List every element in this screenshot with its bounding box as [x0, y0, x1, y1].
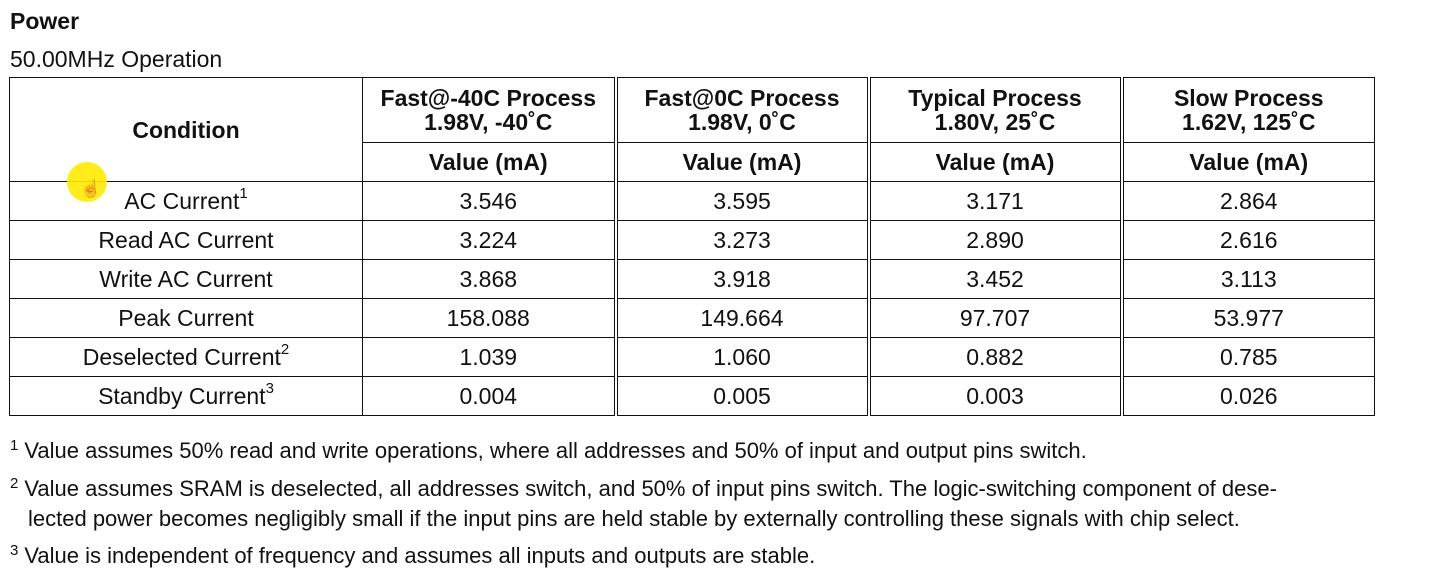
column-header: Typical Process 1.80V, 25˚C — [866, 77, 1122, 143]
table-row: Read AC Current 3.224 3.273 2.890 2.616 — [9, 220, 1375, 260]
value-cell: 0.785 — [1119, 337, 1375, 377]
column-header: Slow Process 1.62V, 125˚C — [1119, 77, 1375, 143]
condition-header: Condition — [9, 77, 363, 182]
power-table: Condition Fast@-40C Process 1.98V, -40˚C … — [9, 77, 1375, 416]
value-cell: 1.039 — [362, 337, 616, 377]
footnote-3: 3 Value is independent of frequency and a… — [10, 541, 816, 568]
footnote-ref: 2 — [280, 340, 290, 358]
footnote-ref: 3 — [265, 379, 274, 397]
cursor-highlight — [67, 162, 107, 202]
table-row: Write AC Current 3.868 3.918 3.452 3.113 — [9, 259, 1375, 299]
value-cell: 0.004 — [362, 376, 616, 416]
condition-label: Deselected Current2 — [9, 337, 363, 377]
unit-header: Value (mA) — [613, 142, 869, 182]
value-cell: 3.273 — [613, 220, 869, 260]
value-cell: 158.088 — [362, 298, 616, 338]
section-subtitle: 50.00MHz Operation — [10, 46, 223, 72]
table-row: Peak Current 158.088 149.664 97.707 53.977 — [9, 298, 1375, 338]
value-cell: 2.616 — [1119, 220, 1375, 260]
footnote-ref: 1 — [239, 184, 248, 202]
condition-label: Standby Current3 — [9, 376, 363, 416]
column-header: Fast@-40C Process 1.98V, -40˚C — [362, 77, 616, 143]
value-cell: 3.113 — [1119, 259, 1375, 299]
condition-label: Write AC Current — [9, 259, 363, 299]
value-cell: 0.005 — [613, 376, 869, 416]
value-cell: 1.060 — [613, 337, 869, 377]
value-cell: 3.918 — [613, 259, 869, 299]
unit-header: Value (mA) — [866, 142, 1122, 182]
value-cell: 149.664 — [613, 298, 869, 338]
value-cell: 3.868 — [362, 259, 616, 299]
value-cell: 3.171 — [866, 181, 1122, 221]
table-row: AC Current1 3.546 3.595 3.171 2.864 — [9, 181, 1375, 221]
table-row: Deselected Current2 1.039 1.060 0.882 0.785 — [9, 337, 1375, 377]
column-header: Fast@0C Process 1.98V, 0˚C — [613, 77, 869, 143]
value-cell: 0.026 — [1119, 376, 1375, 416]
table-row: Standby Current3 0.004 0.005 0.003 0.026 — [9, 376, 1375, 416]
value-cell: 3.546 — [362, 181, 616, 221]
value-cell: 97.707 — [866, 298, 1122, 338]
condition-label: Peak Current — [9, 298, 363, 338]
footnote-1: 1 Value assumes 50% read and write operat… — [10, 436, 1087, 463]
hand-pointer-icon: ☝ — [80, 179, 102, 198]
unit-header: Value (mA) — [1119, 142, 1375, 182]
value-cell: 3.224 — [362, 220, 616, 260]
condition-label: AC Current1 — [9, 181, 363, 221]
value-cell: 0.003 — [866, 376, 1122, 416]
value-cell: 0.882 — [866, 337, 1122, 377]
condition-label: Read AC Current — [9, 220, 363, 260]
unit-header: Value (mA) — [362, 142, 616, 182]
section-title: Power — [10, 8, 80, 34]
value-cell: 53.977 — [1119, 298, 1375, 338]
value-cell: 2.890 — [866, 220, 1122, 260]
value-cell: 3.595 — [613, 181, 869, 221]
value-cell: 3.452 — [866, 259, 1122, 299]
footnote-2: 2 Value assumes SRAM is deselected, all a… — [10, 474, 1277, 531]
value-cell: 2.864 — [1119, 181, 1375, 221]
